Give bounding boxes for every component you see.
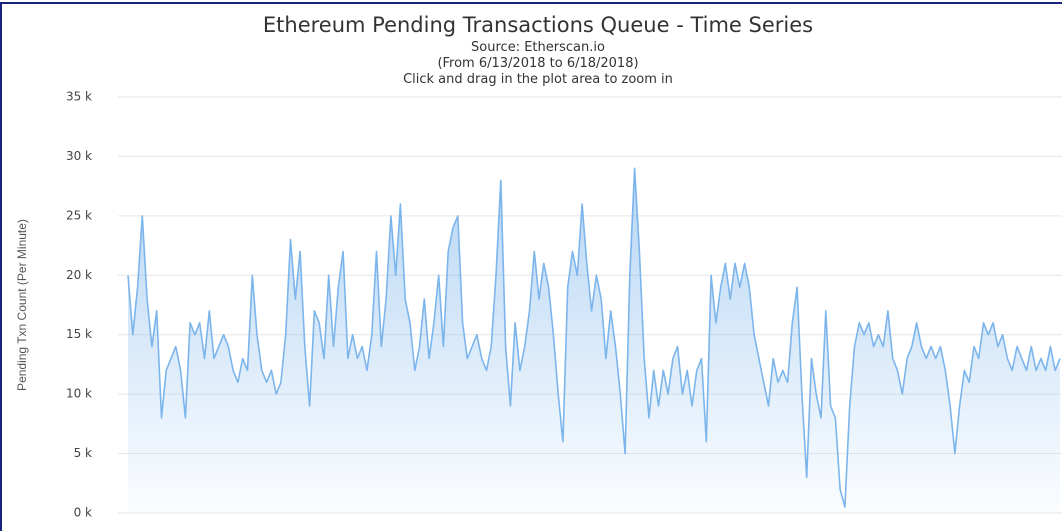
- subtitle: (From 6/13/2018 to 6/18/2018): [437, 56, 638, 71]
- y-tick-label: 15 k: [66, 327, 92, 341]
- y-tick-label: 35 k: [66, 90, 92, 104]
- series-line: [127, 167, 1061, 508]
- y-axis-title: Pending Txn Count (Per Minute): [15, 219, 29, 391]
- y-tick-label: 20 k: [66, 268, 92, 282]
- y-tick-label: 5 k: [74, 446, 92, 460]
- y-tick-label: 10 k: [66, 387, 92, 401]
- y-tick-label: 0 k: [74, 506, 92, 520]
- subtitle: Click and drag in the plot area to zoom …: [403, 72, 673, 87]
- area-fill: [128, 168, 1060, 514]
- y-tick-label: 30 k: [66, 149, 92, 163]
- subtitle: Source: Etherscan.io: [471, 40, 605, 55]
- y-tick-label: 25 k: [66, 208, 92, 222]
- chart-title: Ethereum Pending Transactions Queue - Ti…: [263, 13, 813, 37]
